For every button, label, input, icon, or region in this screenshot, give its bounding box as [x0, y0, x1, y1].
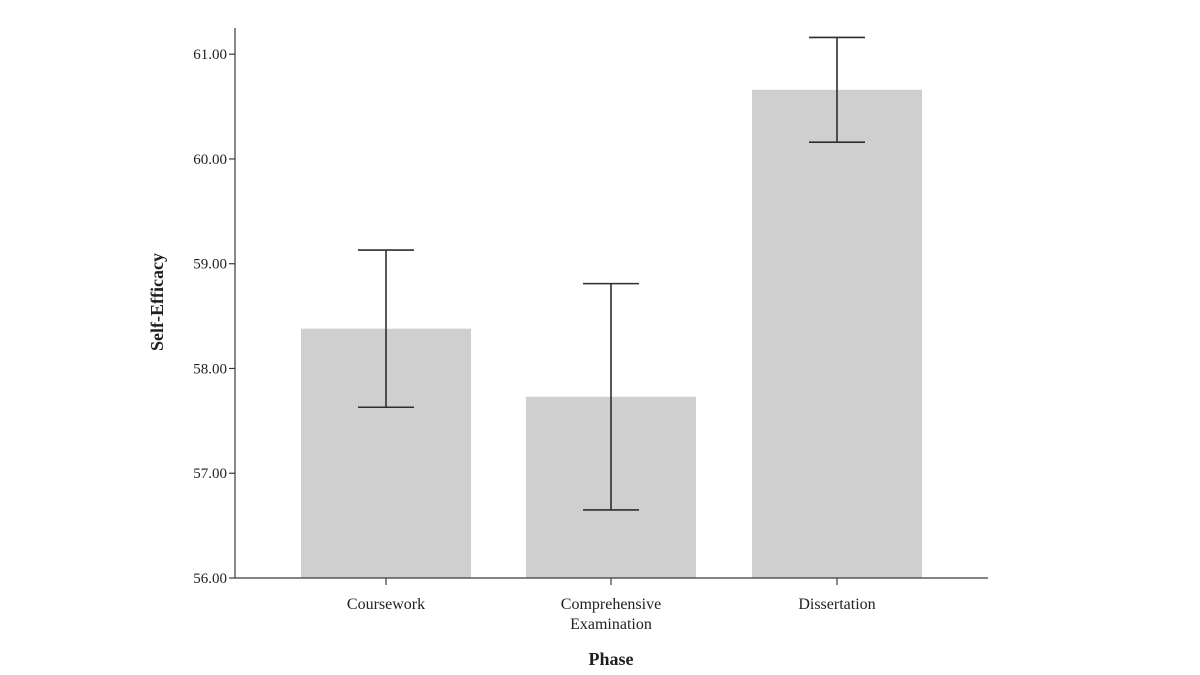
y-tick-label-5: 61.00	[193, 47, 227, 63]
y-ticks-layer: 56.00 57.00 58.00 59.00 60.00 61.00	[193, 47, 235, 587]
x-category-label-1: Comprehensive Examination	[561, 596, 661, 633]
x-ticks-layer: Coursework Comprehensive Examination Disser…	[347, 578, 876, 633]
bar-2	[752, 89, 922, 579]
y-tick-label-4: 60.00	[193, 152, 227, 168]
x-category-label-0: Coursework	[347, 596, 425, 613]
x-category-label-2: Dissertation	[798, 596, 875, 613]
y-tick-label-0: 56.00	[193, 571, 227, 587]
y-tick-label-3: 59.00	[193, 257, 227, 273]
y-tick-label-1: 57.00	[193, 466, 227, 482]
y-axis-title: Self-Efficacy	[147, 253, 167, 351]
y-tick-label-2: 58.00	[193, 361, 227, 377]
error-bars-layer	[358, 36, 865, 511]
x-axis-title: Phase	[589, 649, 634, 669]
